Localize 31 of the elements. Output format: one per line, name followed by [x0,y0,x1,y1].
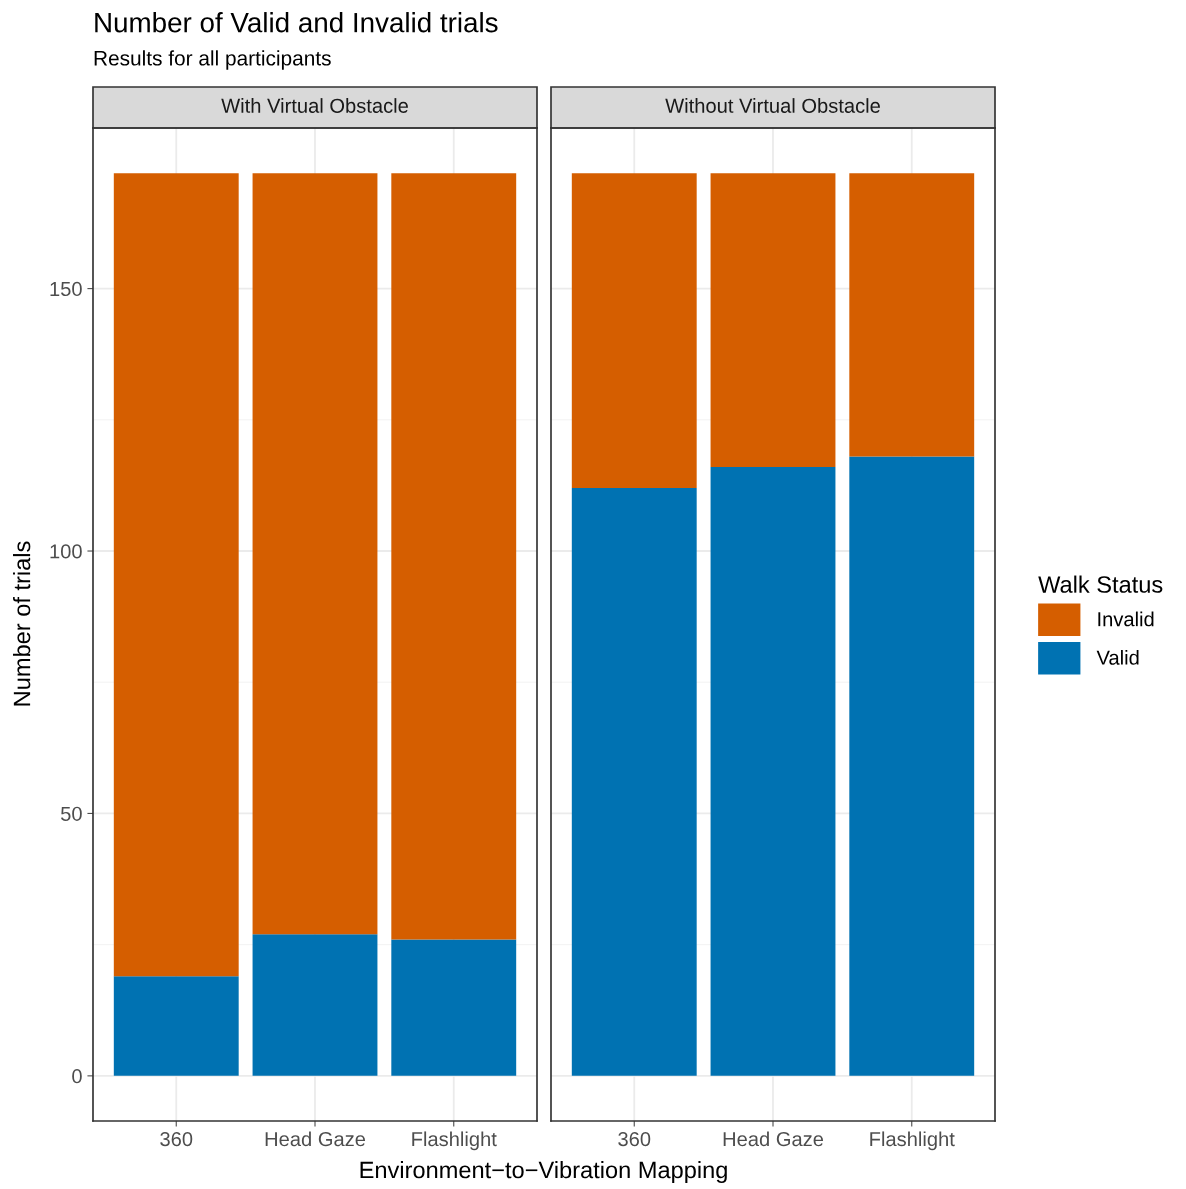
y-tick-label: 50 [60,806,82,821]
chart-title: Without Virtual Obstacle [665,98,880,113]
bar [710,173,836,468]
bar [252,934,378,1076]
text: Number of Valid and Invalid trials [95,12,498,33]
x-tick-label: 360 [618,1131,651,1147]
bar [849,456,975,1076]
y-tick-label: 0 [72,1069,82,1084]
bar [391,173,517,940]
x-tick-label: 360 [160,1131,193,1147]
text: Results for all participants [94,50,331,70]
y-tick-label: 100 [50,544,82,559]
x-tick-label: Head Gaze [723,1131,824,1147]
bar [571,488,697,1076]
bar [113,976,239,1076]
x-tick-label: Head Gaze [265,1131,366,1147]
bar [710,467,836,1076]
chart-title: With Virtual Obstacle [221,98,408,113]
x-tick-label: Flashlight [412,1131,497,1151]
legend-label: Invalid [1098,611,1154,627]
legend-title: Walk Status [1038,575,1163,593]
bar [113,173,239,977]
bar [391,939,517,1076]
y-axis-title: Number of trials [13,541,31,706]
y-tick-label: 150 [50,281,82,297]
legend-label: Valid [1096,650,1139,665]
bar [571,173,697,489]
x-axis-title: Environment−to−Vibration Mapping [360,1160,727,1184]
bar [849,173,975,457]
bar [252,173,378,935]
x-tick-label: Flashlight [870,1131,955,1151]
